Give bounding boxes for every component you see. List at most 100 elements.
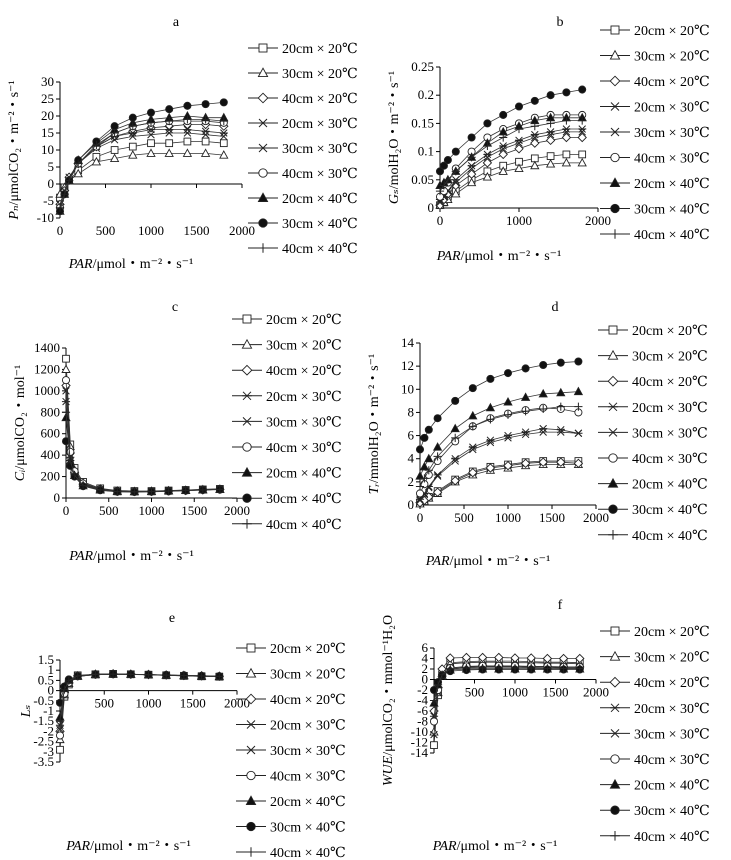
data-point — [66, 456, 75, 465]
legend-marker — [257, 92, 269, 104]
data-point — [415, 471, 425, 480]
legend-label: 40cm × 40℃ — [266, 518, 342, 533]
legend-marker — [246, 643, 256, 653]
data-point — [451, 188, 461, 198]
data-point — [573, 458, 584, 469]
data-point — [578, 116, 587, 125]
data-point — [130, 487, 139, 496]
data-point — [503, 410, 513, 419]
x-axis-label: PAR/μmol・m⁻²・s⁻¹ — [425, 554, 551, 569]
legend-marker — [607, 477, 619, 488]
x-axis-label: PAR/μmol・m⁻²・s⁻¹ — [68, 257, 194, 272]
data-point — [110, 128, 119, 138]
legend-label: 20cm × 30℃ — [270, 719, 346, 734]
data-point — [451, 147, 460, 156]
data-point — [219, 98, 228, 107]
series-5 — [430, 663, 584, 739]
series-line — [65, 417, 220, 493]
legend-label: 40cm × 20℃ — [634, 75, 710, 90]
data-point — [462, 663, 471, 673]
data-point — [545, 158, 556, 168]
legend-marker — [609, 778, 621, 789]
data-point — [201, 115, 210, 124]
legend-label: 40cm × 30℃ — [632, 452, 708, 467]
y-tick-label: -10 — [37, 210, 54, 225]
data-point — [514, 124, 524, 134]
data-point — [451, 433, 460, 442]
data-point — [91, 156, 102, 166]
legend-marker — [608, 325, 618, 335]
data-point — [183, 115, 192, 124]
data-point — [61, 412, 71, 422]
legend-label: 40cm × 20℃ — [634, 676, 710, 691]
legend-label: 40cm × 30℃ — [282, 167, 358, 182]
legend-marker — [258, 168, 268, 178]
data-point — [499, 133, 508, 142]
y-tick-label: 0 — [428, 200, 435, 215]
data-point — [494, 652, 504, 663]
data-point — [420, 433, 429, 442]
data-point — [70, 470, 79, 480]
series-9 — [429, 663, 584, 705]
series-line — [65, 369, 220, 493]
data-point — [562, 128, 571, 136]
y-tick-label: 0.2 — [418, 87, 434, 102]
data-point — [60, 190, 69, 199]
data-point — [415, 445, 425, 454]
legend-label: 20cm × 20℃ — [282, 42, 358, 57]
legend-marker — [257, 67, 269, 78]
data-point — [147, 487, 156, 496]
y-tick-label: -8 — [417, 714, 428, 729]
series-7 — [55, 110, 229, 215]
y-tick-label: 12 — [401, 358, 414, 373]
series-line — [419, 406, 579, 487]
data-point — [446, 664, 455, 674]
data-point — [486, 374, 495, 383]
series-line — [65, 401, 220, 493]
data-point — [443, 156, 452, 165]
legend-marker — [609, 650, 621, 661]
legend-label: 30cm × 40℃ — [282, 217, 358, 232]
data-point — [485, 402, 496, 412]
data-point — [61, 364, 71, 373]
data-point — [557, 428, 565, 436]
y-tick-label: 1 — [48, 662, 55, 677]
data-point — [546, 91, 555, 100]
data-point — [526, 653, 536, 663]
data-point — [215, 672, 224, 681]
data-point — [61, 397, 71, 406]
legend-marker — [607, 375, 619, 387]
y-tick-label: -1.5 — [33, 713, 54, 728]
data-point — [55, 203, 65, 212]
series-line — [65, 385, 220, 493]
x-tick-label: 500 — [465, 685, 485, 700]
legend: 20cm × 20℃ 30cm × 20℃ 40cm × 20℃ 20cm × 30℃… — [598, 324, 708, 544]
y-tick-label: -10 — [411, 724, 428, 739]
data-point — [96, 485, 105, 494]
y-tick-label: 6 — [408, 428, 415, 443]
legend-label: 40cm × 40℃ — [270, 846, 346, 860]
legend-label: 20cm × 20℃ — [634, 24, 710, 39]
legend: 20cm × 20℃ 30cm × 20℃ 40cm × 20℃ 20cm × 30℃… — [236, 642, 346, 860]
y-axis-label: Cᵢ/μmolCO₂・mol⁻¹ — [13, 365, 28, 481]
data-point — [219, 117, 228, 126]
legend-marker — [257, 192, 269, 203]
data-point — [538, 388, 548, 398]
legend: 20cm × 20℃ 30cm × 20℃ 40cm × 20℃ 20cm × 30℃… — [600, 24, 710, 243]
y-tick-label: 15 — [41, 125, 54, 140]
series-line — [65, 358, 220, 492]
y-tick-label: 0.25 — [411, 59, 434, 74]
legend-marker — [241, 466, 253, 477]
y-tick-label: 200 — [41, 469, 61, 484]
series-9 — [55, 669, 224, 726]
data-point — [577, 132, 587, 143]
legend-marker — [258, 243, 268, 253]
y-tick-label: 8 — [408, 404, 415, 419]
data-point — [468, 422, 477, 431]
legend-label: 30cm × 30℃ — [632, 426, 708, 441]
y-tick-label: 0 — [54, 490, 61, 505]
x-tick-label: 0 — [63, 503, 70, 518]
data-point — [530, 122, 539, 131]
legend-label: 20cm × 20℃ — [266, 313, 342, 328]
